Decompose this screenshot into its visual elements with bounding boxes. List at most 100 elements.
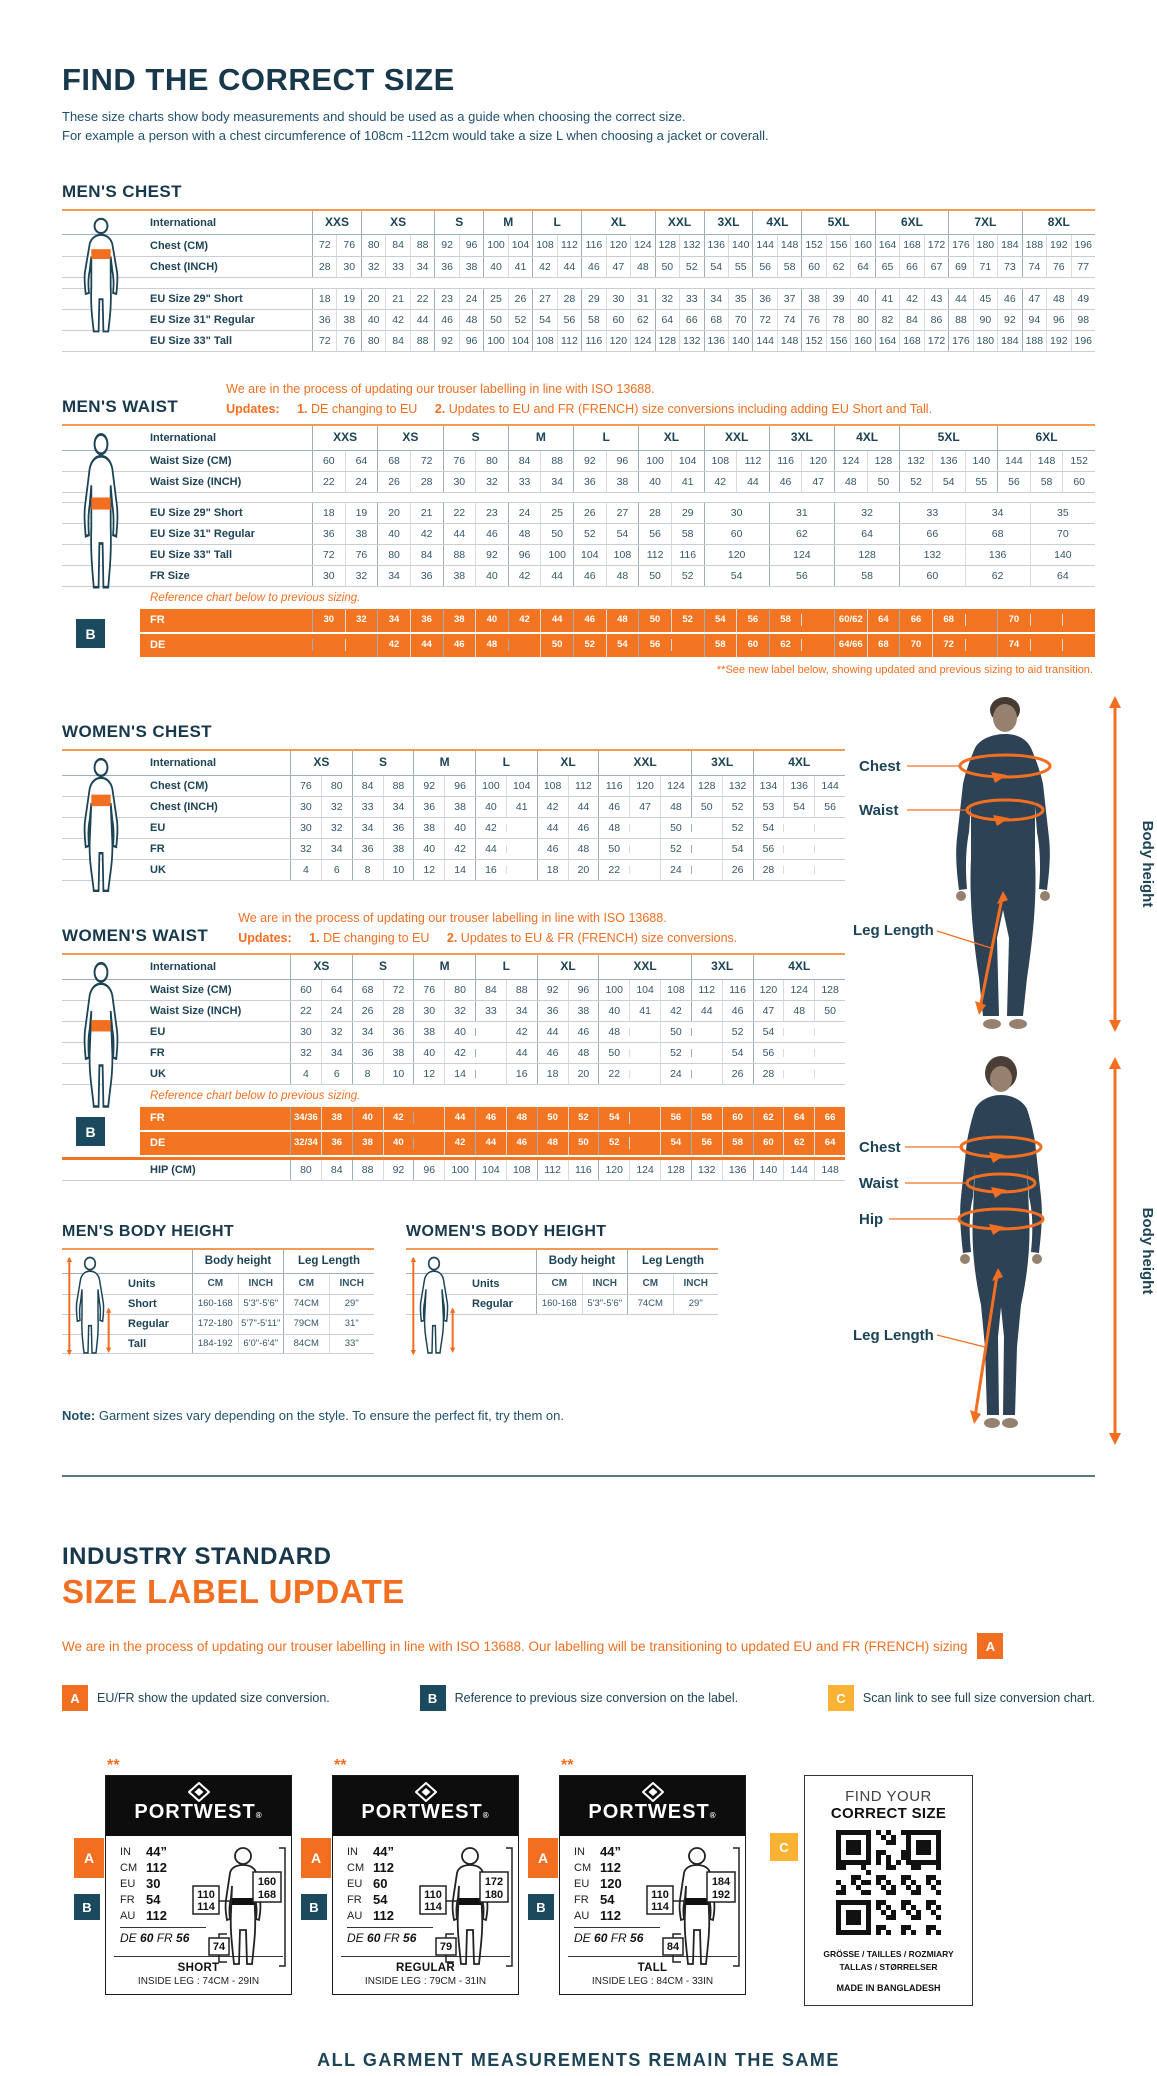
table-cell: 104 bbox=[573, 544, 606, 565]
female-figure-waist-icon bbox=[83, 961, 119, 1108]
table-cell: 30 bbox=[442, 471, 476, 492]
table-cell: 128 bbox=[866, 450, 900, 471]
table-cell bbox=[690, 844, 722, 853]
table-cell: 26 bbox=[573, 502, 606, 523]
table-cell: FR Size bbox=[150, 569, 190, 582]
label-size-row: EU 30 bbox=[120, 1876, 161, 1892]
qr-card: FIND YOUR CORRECT SIZE GRÖSSE / TAILLES … bbox=[804, 1775, 973, 2006]
table-cell: 32 bbox=[444, 1000, 475, 1021]
table-cell: 54 bbox=[721, 1042, 753, 1063]
table-cell: 56 bbox=[638, 523, 671, 544]
table-cell: 62 bbox=[630, 309, 654, 330]
table-cell: 44 bbox=[540, 608, 573, 632]
table-cell: 29" bbox=[328, 1294, 375, 1314]
table-cell: 42 bbox=[660, 1000, 691, 1021]
table-cell bbox=[964, 639, 998, 652]
table-cell: 88 bbox=[948, 309, 972, 330]
update-2-num: 2. bbox=[434, 401, 446, 416]
table-cell: 48 bbox=[507, 523, 541, 544]
garment-note: Note: Garment sizes vary depending on th… bbox=[62, 1408, 1095, 1423]
table-cell: 100 bbox=[444, 1159, 475, 1180]
table-cell: 42 bbox=[507, 565, 541, 586]
table-cell: 22 bbox=[598, 1063, 629, 1085]
table-cell: Chest (CM) bbox=[150, 779, 209, 792]
table-cell: 72 bbox=[312, 235, 336, 256]
table-cell: 30 bbox=[336, 256, 360, 277]
table-cell: 25 bbox=[483, 288, 507, 309]
table-cell: 60 bbox=[312, 450, 345, 471]
waist-label: Waist bbox=[859, 802, 898, 819]
table-cell: XL bbox=[536, 954, 599, 979]
table-cell: 140 bbox=[727, 330, 752, 351]
badge-b: B bbox=[528, 1894, 554, 1921]
table-cell: 46 bbox=[768, 471, 802, 492]
table-cell: 34 bbox=[505, 1000, 537, 1021]
table-cell: 42 bbox=[536, 796, 568, 817]
table-cell: 6'0"-6'4" bbox=[237, 1334, 284, 1354]
table-cell bbox=[690, 1027, 722, 1036]
table-cell: EU Size 33" Tall bbox=[150, 548, 233, 561]
table-cell bbox=[783, 1027, 814, 1036]
table-cell: 54 bbox=[605, 523, 639, 544]
table-cell: 132 bbox=[679, 235, 703, 256]
label-body: IN 44” CM 112 EU 120 FR 54 AU 112 DE 60 FR 56 110… bbox=[560, 1836, 745, 1968]
portwest-logo: PORTWEST® bbox=[588, 1800, 717, 1823]
table-cell: 60 bbox=[801, 256, 825, 277]
table-cell: 96 bbox=[605, 450, 639, 471]
inside-leg: INSIDE LEG : 79CM - 31IN bbox=[364, 1976, 487, 1988]
table-cell: 36 bbox=[320, 1131, 352, 1155]
table-cell: 35 bbox=[727, 288, 752, 309]
inside-leg: INSIDE LEG : 74CM - 29IN bbox=[137, 1976, 260, 1988]
table-cell: 136 bbox=[964, 544, 1030, 565]
table-cell: 42 bbox=[899, 288, 923, 309]
table-cell: 28 bbox=[752, 1063, 784, 1085]
table-cell: 80 bbox=[444, 979, 475, 1000]
table-cell: 48 bbox=[630, 256, 654, 277]
fit-name: SHORT bbox=[177, 1962, 220, 1975]
update-2-text: Updates to EU & FR (FRENCH) size convers… bbox=[460, 930, 738, 945]
table-cell: XXL bbox=[598, 750, 691, 775]
table-cell: Regular bbox=[128, 1318, 169, 1331]
table-cell: 44 bbox=[409, 633, 443, 657]
made-in-label: MADE IN BANGLADESH bbox=[836, 1982, 941, 1993]
table-cell: XXS bbox=[312, 210, 361, 235]
table-cell: 160-168 bbox=[536, 1294, 582, 1314]
table-cell: 4XL bbox=[752, 954, 846, 979]
table-cell: 71 bbox=[972, 256, 997, 277]
table-cell: 108 bbox=[605, 544, 639, 565]
womens-body-height-section: WOMEN'S BODY HEIGHT Body height Leg Lengt… bbox=[406, 1223, 718, 1356]
table-cell: 26 bbox=[377, 471, 410, 492]
table-cell bbox=[783, 1048, 814, 1057]
mens-chest-section: MEN'S CHEST International XXS XS S M L XL XXL 3X… bbox=[62, 182, 1095, 352]
stars-note: ** bbox=[334, 1757, 347, 1775]
table-cell: 42 bbox=[532, 256, 556, 277]
table-cell: 36 bbox=[752, 288, 776, 309]
table-cell: 148 bbox=[776, 330, 801, 351]
table-cell: 46 bbox=[567, 817, 599, 838]
body-height-sections: MEN'S BODY HEIGHT Body height Leg Length U… bbox=[62, 1223, 1095, 1356]
table-cell bbox=[783, 844, 814, 853]
table-cell: 164 bbox=[874, 235, 899, 256]
table-row: Waist Size (INCH) 22 24 26 28 30 32 33 34 36 38 40 4… bbox=[62, 1000, 845, 1022]
table-cell: 132 bbox=[899, 544, 964, 565]
table-cell: 32 bbox=[320, 817, 352, 838]
table-cell: 52 bbox=[670, 565, 704, 586]
table-cell: 4XL bbox=[752, 210, 801, 235]
legend-item-b: B Reference to previous size conversion … bbox=[419, 1685, 738, 1712]
table-cell: 38 bbox=[344, 523, 378, 544]
qr-code[interactable] bbox=[836, 1830, 941, 1936]
table-cell: 54 bbox=[703, 608, 737, 632]
table-cell: 25 bbox=[540, 502, 573, 523]
table-cell: HIP (CM) bbox=[150, 1163, 196, 1176]
table-cell: 28 bbox=[638, 502, 671, 523]
table-cell: 74 bbox=[997, 633, 1030, 657]
table-cell: 34 bbox=[377, 608, 410, 632]
table-cell: 58 bbox=[1029, 471, 1063, 492]
table-cell: XXL bbox=[654, 210, 704, 235]
table-cell: Tall bbox=[128, 1337, 147, 1350]
table-cell: XS bbox=[360, 210, 434, 235]
garment-label: A B PORTWEST® IN 44” CM 112 EU 30 FR 54 AU 112 DE… bbox=[74, 1775, 292, 1996]
table-cell: M bbox=[507, 425, 573, 450]
table-cell: 42 bbox=[475, 817, 506, 838]
fit-name: REGULAR bbox=[396, 1962, 455, 1975]
